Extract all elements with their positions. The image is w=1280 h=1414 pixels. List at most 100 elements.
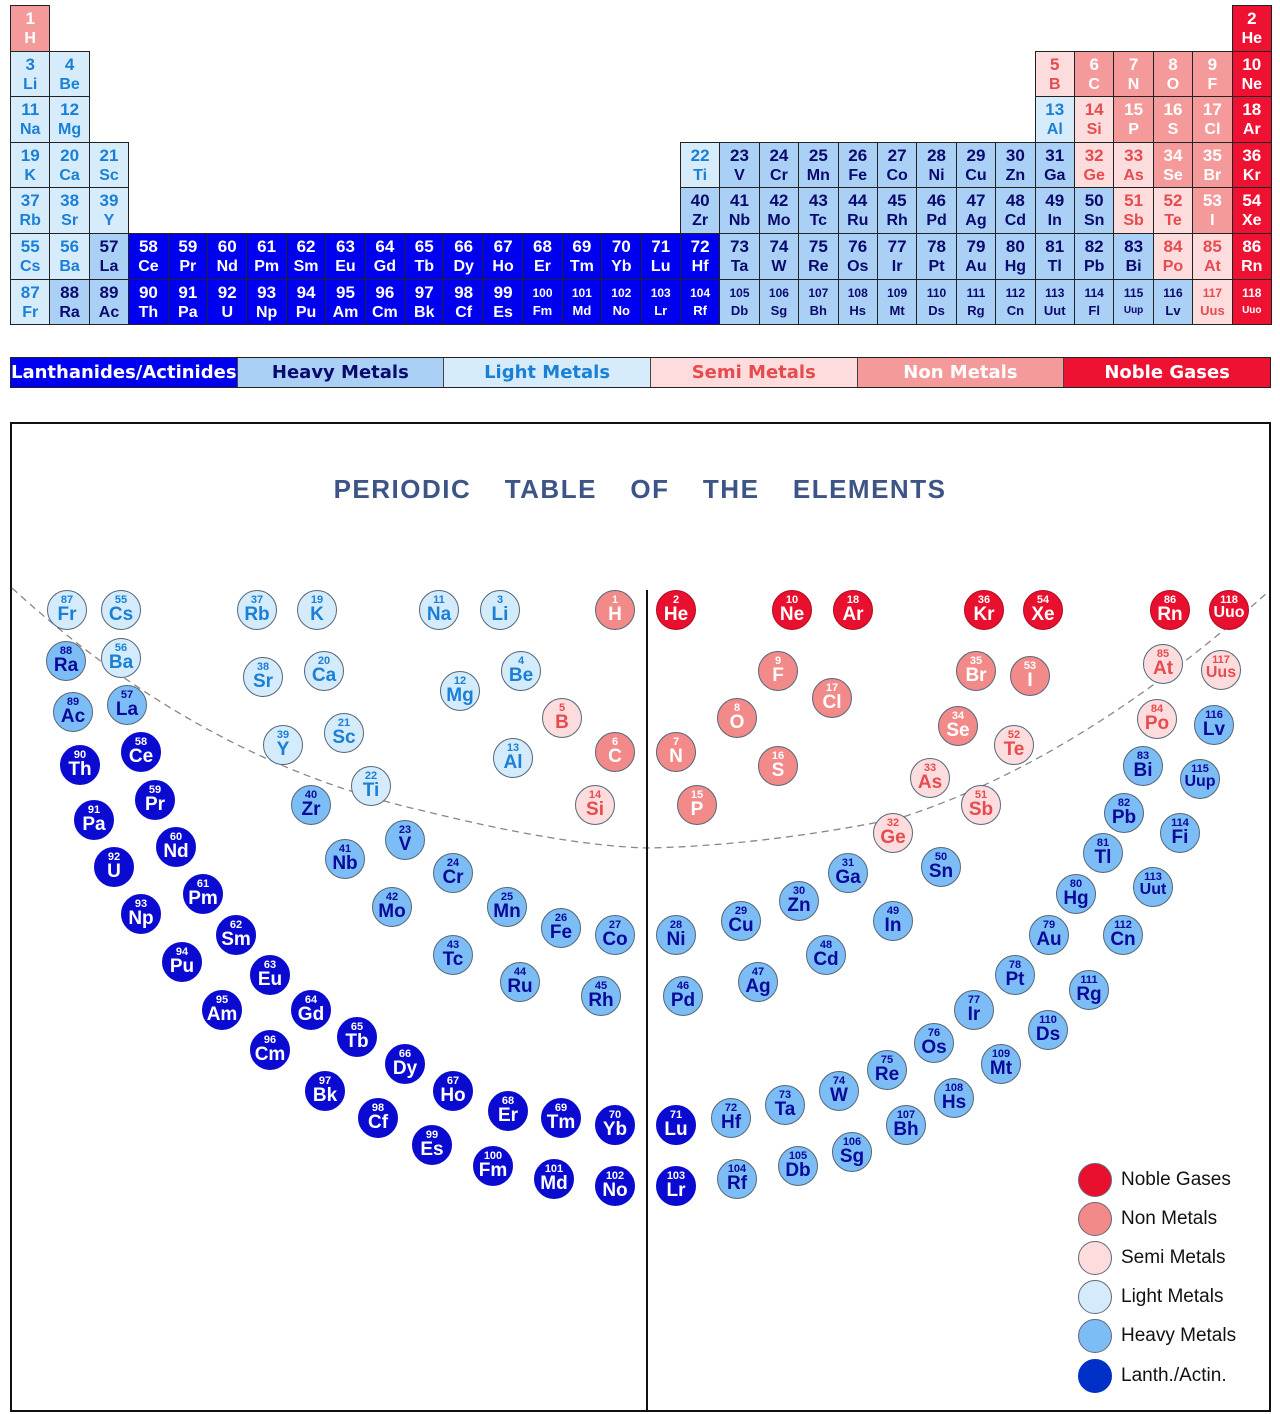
- atomic-number: 80: [1005, 237, 1025, 256]
- legend-label: Non Metals: [1121, 1208, 1218, 1229]
- element-symbol: Bh: [809, 302, 827, 318]
- element-symbol: Al: [1046, 121, 1063, 139]
- element-cell: 10 Ne: [1231, 50, 1272, 98]
- element-symbol: Rh: [886, 212, 908, 230]
- element-cell: 86 Rn: [1231, 233, 1272, 280]
- element-circle: 86 Rn: [1150, 590, 1190, 630]
- atomic-number: 49: [886, 905, 900, 917]
- element-symbol: Es: [493, 303, 513, 321]
- element-symbol: Nd: [216, 258, 238, 275]
- legend-bar-lanthanides-actinides: Lanthanides/Actinides: [11, 358, 238, 387]
- atomic-number: 17: [825, 682, 839, 694]
- element-cell: 72 Hf: [679, 233, 721, 280]
- element-symbol: Nb: [332, 853, 358, 874]
- atomic-number: 19: [20, 145, 40, 165]
- element-circle: 53 I: [1010, 656, 1050, 696]
- atomic-number: 36: [977, 594, 991, 606]
- atomic-number: 33: [1124, 145, 1144, 165]
- element-symbol: Tm: [546, 1112, 576, 1133]
- element-symbol: Cs: [108, 604, 134, 625]
- element-symbol: Mt: [989, 1058, 1013, 1079]
- element-symbol: Ru: [847, 212, 869, 230]
- atomic-number: 66: [398, 1048, 412, 1060]
- atomic-number: 71: [669, 1109, 683, 1121]
- atomic-number: 9: [1207, 54, 1218, 74]
- atomic-number: 55: [20, 237, 40, 256]
- atomic-number: 81: [1045, 237, 1065, 256]
- element-symbol: Rg: [1076, 984, 1102, 1005]
- element-symbol: Hs: [849, 302, 867, 318]
- element-symbol: Au: [1036, 929, 1062, 950]
- element-symbol: H: [608, 604, 622, 625]
- atomic-number: 108: [847, 285, 868, 300]
- atomic-number: 91: [178, 282, 198, 302]
- legend-item-non-metals: Non Metals: [1078, 1202, 1217, 1236]
- legend-label: Semi Metals: [1121, 1247, 1226, 1268]
- atomic-number: 65: [350, 1021, 364, 1033]
- atomic-number: 38: [256, 661, 270, 673]
- element-cell: 2 He: [1231, 5, 1272, 52]
- element-symbol: Ca: [311, 665, 337, 686]
- element-circle: 27 Co: [595, 915, 635, 955]
- element-circle: 29 Cu: [721, 901, 761, 941]
- legend-bar-semi-metals: Semi Metals: [650, 358, 858, 387]
- atomic-number: 26: [554, 912, 568, 924]
- element-circle: 44 Ru: [500, 962, 540, 1002]
- element-symbol: Zr: [301, 799, 321, 820]
- element-symbol: Os: [921, 1037, 947, 1058]
- element-symbol: Sc: [332, 727, 356, 748]
- atomic-number: 21: [99, 145, 119, 165]
- element-cell: 44 Ru: [837, 187, 878, 234]
- element-symbol: Ge: [880, 827, 906, 848]
- element-symbol: Po: [1144, 713, 1170, 734]
- element-symbol: Be: [59, 75, 80, 93]
- element-symbol: Pb: [1111, 807, 1137, 828]
- element-symbol: W: [830, 1085, 848, 1106]
- atomic-number: 8: [733, 702, 741, 714]
- element-symbol: Zn: [1005, 166, 1026, 184]
- element-symbol: Ti: [362, 780, 380, 801]
- atomic-number: 61: [196, 878, 210, 890]
- atomic-number: 17: [1202, 100, 1222, 120]
- legend-item-heavy-metals: Heavy Metals: [1078, 1319, 1236, 1353]
- element-symbol: U: [107, 861, 121, 882]
- atomic-number: 16: [1163, 100, 1183, 120]
- atomic-number: 75: [808, 237, 828, 256]
- atomic-number: 97: [318, 1075, 332, 1087]
- element-circle: 33 As: [910, 758, 950, 798]
- atomic-number: 88: [59, 645, 73, 657]
- element-symbol: Uus: [1205, 664, 1237, 681]
- element-symbol: I: [1027, 670, 1033, 691]
- element-symbol: Er: [497, 1105, 519, 1126]
- atomic-number: 31: [1045, 145, 1065, 165]
- element-circle: 15 P: [677, 785, 717, 825]
- atomic-number: 18: [1242, 100, 1262, 120]
- element-symbol: Lu: [664, 1119, 688, 1140]
- element-symbol: Xe: [1242, 212, 1262, 230]
- element-symbol: Cu: [965, 166, 987, 184]
- element-symbol: V: [734, 166, 745, 184]
- atomic-number: 106: [842, 1136, 862, 1148]
- element-symbol: Sr: [61, 212, 79, 230]
- element-cell: 96 Cm: [364, 278, 406, 326]
- element-symbol: Lr: [666, 1180, 686, 1201]
- atomic-number: 77: [967, 994, 981, 1006]
- atomic-number: 54: [1036, 594, 1050, 606]
- atomic-number: 112: [1114, 919, 1132, 931]
- element-cell: 105 Db: [719, 278, 760, 326]
- element-symbol: Tb: [345, 1031, 369, 1052]
- element-symbol: Pt: [928, 258, 945, 275]
- legend-item-semi-metals: Semi Metals: [1078, 1241, 1226, 1275]
- element-symbol: I: [1210, 212, 1215, 230]
- legend-bar-noble-gases: Noble Gases: [1064, 358, 1270, 387]
- element-symbol: Hg: [1063, 888, 1089, 909]
- atomic-number: 1: [611, 594, 619, 606]
- element-symbol: Bk: [312, 1085, 338, 1106]
- element-symbol: Pm: [254, 258, 280, 275]
- legend-label: Heavy Metals: [1121, 1325, 1237, 1346]
- atomic-number: 19: [310, 594, 324, 606]
- element-symbol: Cl: [1204, 121, 1221, 139]
- atomic-number: 24: [446, 857, 460, 869]
